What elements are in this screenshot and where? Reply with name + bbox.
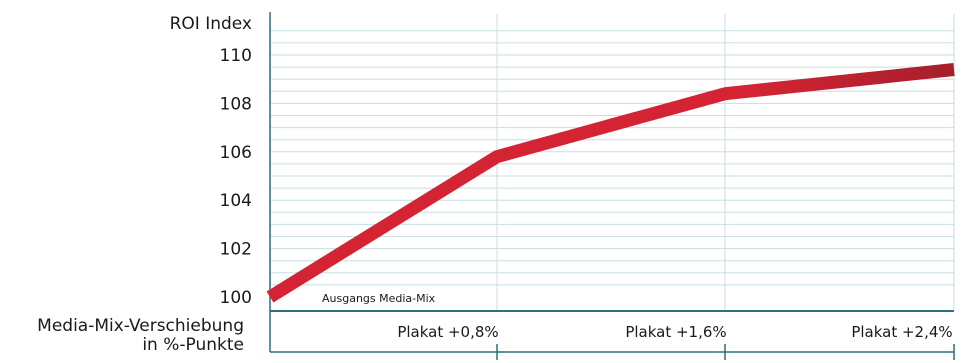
x-axis-title-line-1: Media-Mix-Verschiebung <box>37 316 244 336</box>
y-tick-label: 100 <box>220 288 252 308</box>
x-axis-title-line-2: in %-Punkte <box>142 335 244 355</box>
roi-series-line <box>266 63 955 303</box>
y-axis-title: ROI Index <box>170 14 252 34</box>
category-label-1: Plakat +0,8% <box>397 323 498 341</box>
y-tick-label: 108 <box>220 94 252 114</box>
vertical-gridlines <box>496 14 955 311</box>
x-axis-ticks <box>496 344 955 360</box>
y-axis-tick-labels: 110 108 106 104 102 100 <box>220 46 252 308</box>
y-tick-label: 106 <box>220 143 252 163</box>
y-tick-label: 110 <box>220 46 252 66</box>
category-label-2: Plakat +1,6% <box>625 323 726 341</box>
category-label-3: Plakat +2,4% <box>851 323 952 341</box>
category-label-baseline: Ausgangs Media-Mix <box>322 292 436 305</box>
y-tick-label: 104 <box>220 191 252 211</box>
y-tick-label: 102 <box>220 240 252 260</box>
grid-lines <box>270 30 954 286</box>
